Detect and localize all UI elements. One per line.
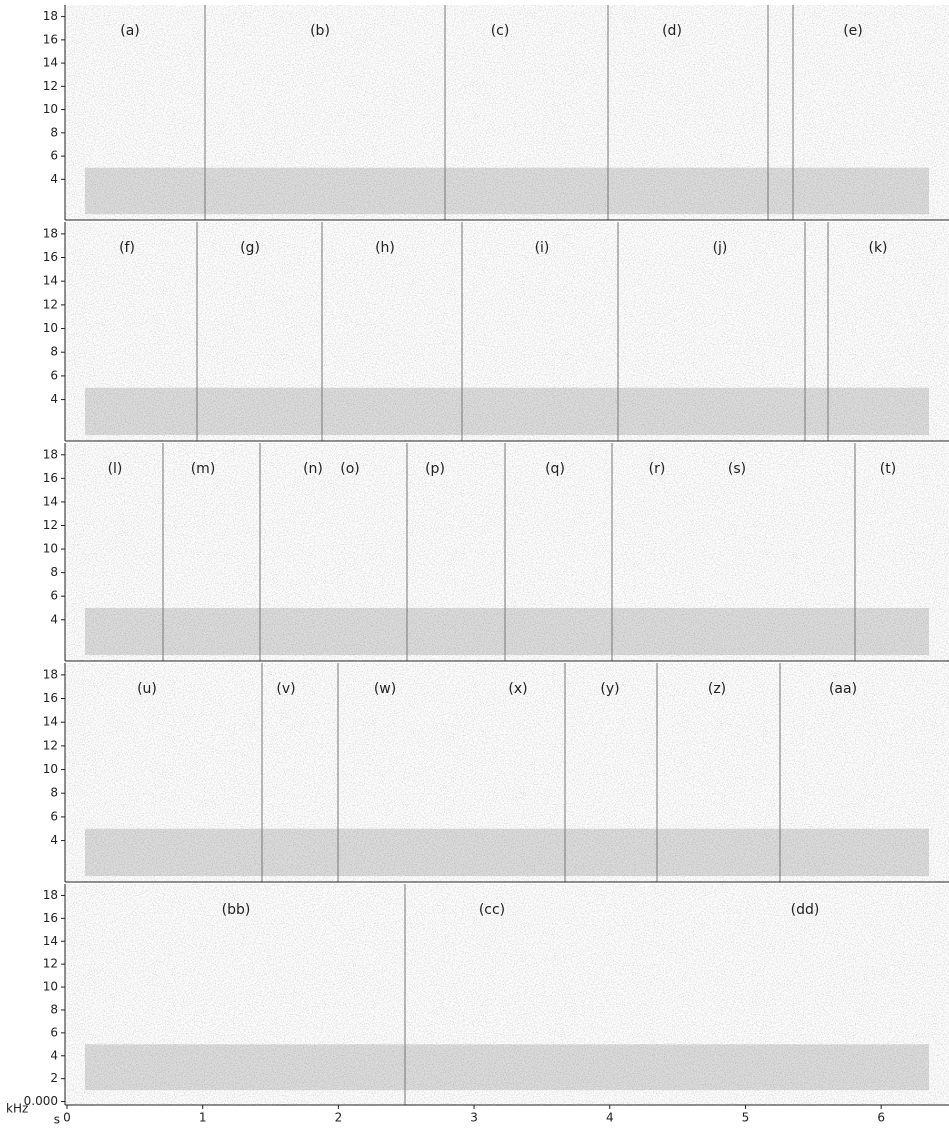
y-tick-label: 4 bbox=[50, 172, 58, 186]
spectrogram-band bbox=[85, 1044, 929, 1091]
panel-label: (i) bbox=[535, 240, 550, 256]
y-axis-label: kHz bbox=[6, 1102, 28, 1116]
panel-label: (e) bbox=[843, 23, 863, 39]
y-tick-label: 18 bbox=[43, 9, 58, 23]
y-tick-label: 16 bbox=[43, 32, 58, 46]
spectrogram-band bbox=[85, 607, 929, 656]
panel-label: (b) bbox=[310, 23, 330, 39]
panel-label: (o) bbox=[340, 461, 360, 477]
x-tick-label: 2 bbox=[335, 1111, 343, 1125]
x-tick-label: 6 bbox=[877, 1111, 885, 1125]
y-tick-label: 14 bbox=[43, 494, 58, 508]
y-tick-label: 0.000 bbox=[24, 1094, 58, 1108]
spectrogram-texture bbox=[65, 884, 949, 1105]
y-tick-label: 10 bbox=[43, 542, 58, 556]
spectrogram-texture bbox=[65, 663, 949, 882]
spectrogram-band bbox=[85, 387, 929, 436]
panel-label: (x) bbox=[508, 681, 527, 697]
spectrogram-texture bbox=[65, 5, 949, 220]
panel-label: (h) bbox=[375, 240, 395, 256]
panel-label: (f) bbox=[119, 240, 135, 256]
y-tick-label: 18 bbox=[43, 667, 58, 681]
x-tick-label: 5 bbox=[742, 1111, 750, 1125]
x-axis-label: s bbox=[54, 1113, 60, 1126]
y-tick-label: 18 bbox=[43, 888, 58, 902]
y-tick-label: 6 bbox=[50, 149, 58, 163]
y-tick-label: 4 bbox=[50, 392, 58, 406]
y-tick-label: 10 bbox=[43, 762, 58, 776]
x-tick-label: 1 bbox=[199, 1111, 207, 1125]
panel-label: (y) bbox=[600, 681, 619, 697]
panel-label: (j) bbox=[713, 240, 728, 256]
panel-label: (a) bbox=[120, 23, 140, 39]
spectrogram-texture bbox=[65, 222, 949, 441]
spectrogram-band bbox=[85, 828, 929, 877]
panel-label: (bb) bbox=[222, 902, 251, 918]
y-tick-label: 8 bbox=[50, 786, 58, 800]
spectrogram-band bbox=[85, 167, 929, 215]
y-tick-label: 16 bbox=[43, 691, 58, 705]
y-tick-label: 16 bbox=[43, 471, 58, 485]
panel-label: (n) bbox=[303, 461, 323, 477]
y-tick-label: 4 bbox=[50, 612, 58, 626]
panel-label: (aa) bbox=[829, 681, 857, 697]
panel-label: (p) bbox=[425, 461, 445, 477]
panel-label: (c) bbox=[491, 23, 510, 39]
y-tick-label: 8 bbox=[50, 565, 58, 579]
y-tick-label: 12 bbox=[43, 297, 58, 311]
y-tick-label: 18 bbox=[43, 447, 58, 461]
panel-label: (r) bbox=[649, 461, 666, 477]
spectrogram-texture bbox=[65, 443, 949, 661]
panel-label: (q) bbox=[545, 461, 565, 477]
panel-label: (t) bbox=[880, 461, 896, 477]
y-tick-label: 10 bbox=[43, 980, 58, 994]
y-tick-label: 16 bbox=[43, 250, 58, 264]
panel-label: (z) bbox=[708, 681, 726, 697]
panel-label: (s) bbox=[728, 461, 746, 477]
y-tick-label: 14 bbox=[43, 715, 58, 729]
panel-label: (l) bbox=[108, 461, 123, 477]
y-tick-label: 14 bbox=[43, 934, 58, 948]
panel-label: (k) bbox=[868, 240, 887, 256]
panel-label: (w) bbox=[374, 681, 396, 697]
y-tick-label: 10 bbox=[43, 321, 58, 335]
y-tick-label: 2 bbox=[50, 1071, 58, 1085]
y-tick-label: 12 bbox=[43, 957, 58, 971]
panel-label: (cc) bbox=[479, 902, 505, 918]
panel-label: (g) bbox=[240, 240, 260, 256]
y-tick-label: 18 bbox=[43, 226, 58, 240]
y-tick-label: 8 bbox=[50, 125, 58, 139]
y-tick-label: 12 bbox=[43, 518, 58, 532]
y-tick-label: 14 bbox=[43, 274, 58, 288]
panel-label: (v) bbox=[276, 681, 295, 697]
y-tick-label: 12 bbox=[43, 738, 58, 752]
panel-label: (m) bbox=[191, 461, 216, 477]
y-tick-label: 6 bbox=[50, 368, 58, 382]
y-tick-label: 10 bbox=[43, 102, 58, 116]
panel-label: (dd) bbox=[791, 902, 820, 918]
y-tick-label: 16 bbox=[43, 911, 58, 925]
y-tick-label: 4 bbox=[50, 833, 58, 847]
y-tick-label: 6 bbox=[50, 1025, 58, 1039]
y-tick-label: 14 bbox=[43, 56, 58, 70]
panel-label: (u) bbox=[137, 681, 157, 697]
y-tick-label: 8 bbox=[50, 1002, 58, 1016]
y-tick-label: 12 bbox=[43, 79, 58, 93]
y-tick-label: 4 bbox=[50, 1048, 58, 1062]
y-tick-label: 6 bbox=[50, 809, 58, 823]
x-tick-label: 4 bbox=[606, 1111, 614, 1125]
panel-label: (d) bbox=[662, 23, 682, 39]
x-tick-label: 3 bbox=[470, 1111, 478, 1125]
y-tick-label: 8 bbox=[50, 345, 58, 359]
x-tick-label: 0 bbox=[63, 1111, 71, 1125]
y-tick-label: 6 bbox=[50, 589, 58, 603]
